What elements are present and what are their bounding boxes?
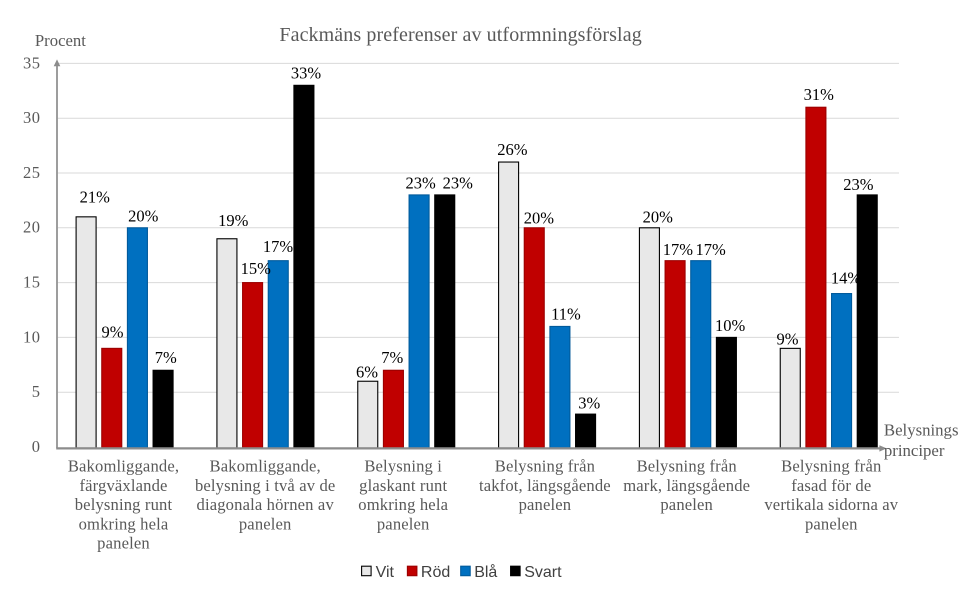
- svg-text:26%: 26%: [497, 140, 528, 159]
- svg-text:10%: 10%: [715, 316, 746, 335]
- svg-text:20%: 20%: [524, 208, 555, 227]
- svg-text:Fackmäns preferenser av utform: Fackmäns preferenser av utformningsförsl…: [279, 24, 641, 46]
- svg-text:23%: 23%: [405, 174, 436, 193]
- svg-text:17%: 17%: [263, 237, 294, 256]
- svg-text:Belysnings: Belysnings: [884, 421, 959, 440]
- svg-text:Bakomliggande,belysning i två: Bakomliggande, belysning i två av de diago…: [195, 457, 335, 534]
- svg-text:17%: 17%: [695, 240, 726, 259]
- svg-text:21%: 21%: [80, 187, 111, 206]
- svg-text:15%: 15%: [241, 259, 272, 278]
- svg-text:Vit: Vit: [376, 564, 395, 581]
- svg-text:5: 5: [32, 382, 41, 401]
- svg-text:17%: 17%: [663, 240, 694, 259]
- svg-text:7%: 7%: [155, 348, 177, 367]
- svg-text:10: 10: [23, 327, 41, 346]
- svg-text:25: 25: [23, 163, 41, 182]
- svg-text:30: 30: [23, 108, 41, 127]
- svg-text:35: 35: [23, 53, 41, 72]
- svg-text:9%: 9%: [102, 323, 124, 342]
- svg-text:15: 15: [23, 273, 41, 292]
- svg-text:20%: 20%: [643, 207, 674, 226]
- svg-text:31%: 31%: [804, 85, 835, 104]
- svg-text:3%: 3%: [578, 394, 600, 413]
- svg-text:0: 0: [32, 437, 41, 456]
- svg-text:6%: 6%: [356, 363, 378, 382]
- svg-text:Procent: Procent: [35, 31, 86, 50]
- svg-text:principer: principer: [884, 441, 945, 460]
- svg-text:14%: 14%: [831, 269, 862, 288]
- svg-text:23%: 23%: [843, 175, 874, 194]
- svg-text:20%: 20%: [128, 207, 159, 226]
- svg-text:23%: 23%: [443, 174, 474, 193]
- svg-text:33%: 33%: [291, 64, 322, 83]
- svg-text:Svart: Svart: [524, 564, 562, 581]
- svg-text:11%: 11%: [551, 304, 581, 323]
- svg-text:Röd: Röd: [421, 564, 450, 581]
- svg-text:19%: 19%: [218, 211, 249, 230]
- svg-text:20: 20: [23, 218, 41, 237]
- svg-text:9%: 9%: [777, 330, 799, 349]
- svg-text:Blå: Blå: [474, 563, 497, 581]
- svg-text:7%: 7%: [381, 348, 403, 367]
